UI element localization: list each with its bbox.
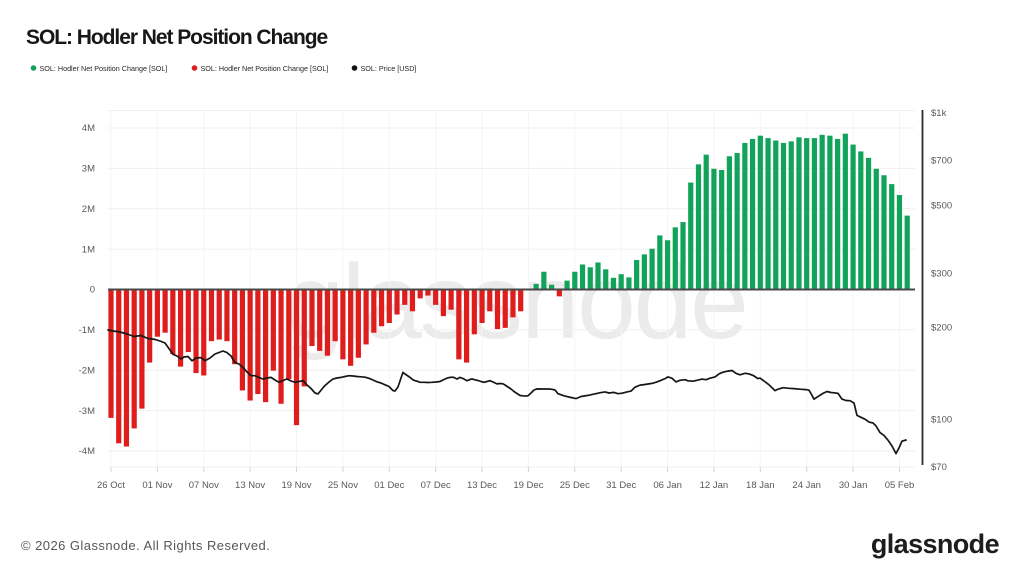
- svg-text:19 Dec: 19 Dec: [513, 480, 543, 491]
- svg-text:19 Nov: 19 Nov: [281, 480, 311, 491]
- svg-text:26 Oct: 26 Oct: [97, 480, 125, 491]
- svg-text:01 Nov: 01 Nov: [142, 480, 172, 491]
- svg-text:$700: $700: [931, 156, 952, 167]
- svg-text:2M: 2M: [82, 204, 95, 215]
- svg-text:1M: 1M: [82, 244, 95, 255]
- svg-text:4M: 4M: [82, 123, 95, 134]
- svg-text:© 2026 Glassnode. All Rights R: © 2026 Glassnode. All Rights Reserved.: [21, 538, 270, 553]
- svg-text:07 Nov: 07 Nov: [189, 480, 219, 491]
- svg-text:07 Dec: 07 Dec: [421, 480, 451, 491]
- svg-text:0: 0: [90, 285, 95, 296]
- svg-text:$1k: $1k: [931, 108, 947, 119]
- svg-text:$70: $70: [931, 462, 947, 473]
- svg-text:24 Jan: 24 Jan: [792, 480, 821, 491]
- svg-text:SOL: Price [USD]: SOL: Price [USD]: [361, 64, 417, 73]
- svg-text:SOL: Hodler Net Position Chang: SOL: Hodler Net Position Change [SOL]: [201, 64, 329, 73]
- svg-text:SOL: Hodler Net Position Chang: SOL: Hodler Net Position Change [SOL]: [40, 64, 168, 73]
- svg-text:-2M: -2M: [79, 365, 95, 376]
- svg-text:25 Nov: 25 Nov: [328, 480, 358, 491]
- svg-text:01 Dec: 01 Dec: [374, 480, 404, 491]
- svg-text:glassnode: glassnode: [285, 243, 746, 361]
- svg-text:-4M: -4M: [79, 446, 95, 457]
- svg-text:05 Feb: 05 Feb: [885, 480, 915, 491]
- svg-text:06 Jan: 06 Jan: [653, 480, 682, 491]
- svg-text:30 Jan: 30 Jan: [839, 480, 868, 491]
- svg-text:-3M: -3M: [79, 406, 95, 417]
- svg-text:18 Jan: 18 Jan: [746, 480, 775, 491]
- svg-text:$100: $100: [931, 415, 952, 426]
- svg-text:$300: $300: [931, 269, 952, 280]
- svg-text:3M: 3M: [82, 164, 95, 175]
- svg-text:-1M: -1M: [79, 325, 95, 336]
- svg-text:13 Dec: 13 Dec: [467, 480, 497, 491]
- svg-text:12 Jan: 12 Jan: [700, 480, 729, 491]
- svg-text:31 Dec: 31 Dec: [606, 480, 636, 491]
- svg-text:$200: $200: [931, 322, 952, 333]
- svg-text:25 Dec: 25 Dec: [560, 480, 590, 491]
- svg-text:13 Nov: 13 Nov: [235, 480, 265, 491]
- svg-text:SOL: Hodler Net Position Chang: SOL: Hodler Net Position Change: [26, 26, 328, 49]
- svg-text:glassnode: glassnode: [871, 529, 1000, 559]
- svg-text:$500: $500: [931, 201, 952, 212]
